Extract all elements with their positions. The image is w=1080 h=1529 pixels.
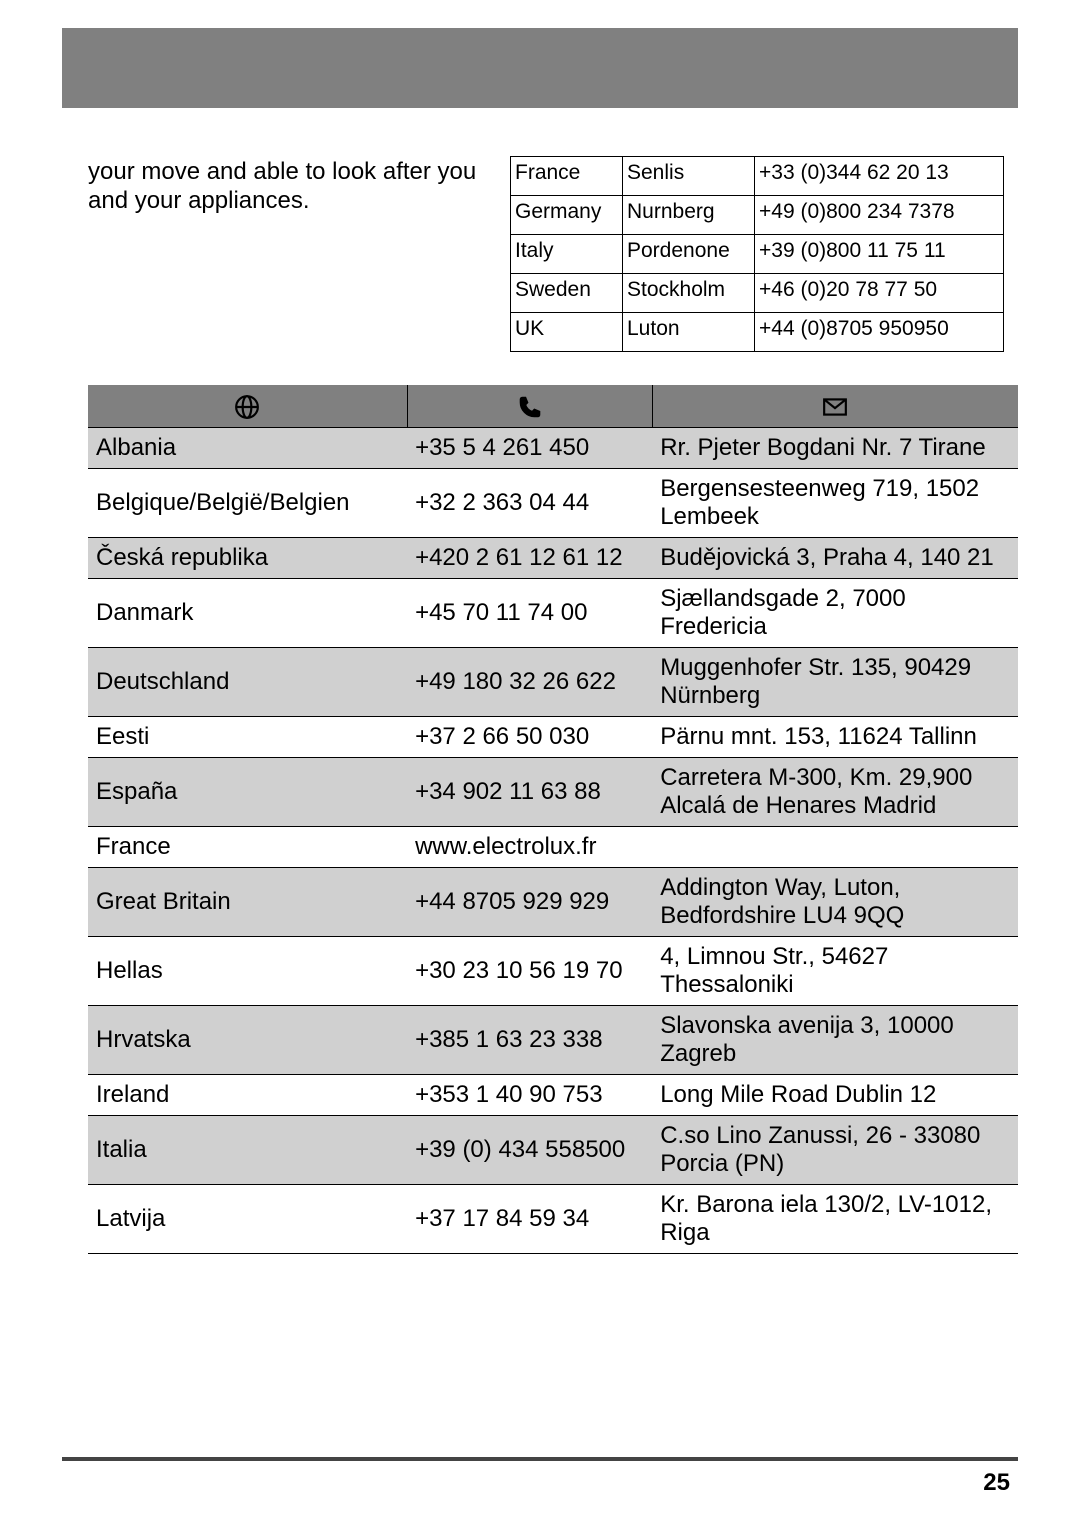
cell-address: Budějovická 3, Praha 4, 140 21 xyxy=(652,538,1018,579)
cell-phone: +33 (0)344 62 20 13 xyxy=(755,157,1004,196)
cell-phone: +44 8705 929 929 xyxy=(407,868,652,937)
cell-country: Česká republika xyxy=(88,538,407,579)
table-row: Hellas+30 23 10 56 19 704, Limnou Str., … xyxy=(88,937,1018,1006)
cell-country: Italia xyxy=(88,1116,407,1185)
cell-phone: +32 2 363 04 44 xyxy=(407,469,652,538)
cell-phone: +37 2 66 50 030 xyxy=(407,717,652,758)
table-row: Italia+39 (0) 434 558500C.so Lino Zanuss… xyxy=(88,1116,1018,1185)
table-row: GermanyNurnberg+49 (0)800 234 7378 xyxy=(511,196,1004,235)
cell-address: C.so Lino Zanussi, 26 - 33080 Porcia (PN… xyxy=(652,1116,1018,1185)
cell-phone: +385 1 63 23 338 xyxy=(407,1006,652,1075)
cell-country: Hellas xyxy=(88,937,407,1006)
cell-phone: +39 (0) 434 558500 xyxy=(407,1116,652,1185)
cell-phone: +49 180 32 26 622 xyxy=(407,648,652,717)
page-number: 25 xyxy=(983,1469,1010,1497)
footer-rule xyxy=(62,1457,1018,1461)
cell-phone: www.electrolux.fr xyxy=(407,827,1018,868)
table-row: Ireland+353 1 40 90 753Long Mile Road Du… xyxy=(88,1075,1018,1116)
manual-page: your move and able to look after you and… xyxy=(0,0,1080,1529)
cell-country: France xyxy=(88,827,407,868)
cell-address: Long Mile Road Dublin 12 xyxy=(652,1075,1018,1116)
country-directory-table: Albania+35 5 4 261 450Rr. Pjeter Bogdani… xyxy=(88,385,1018,1254)
cell-address: Addington Way, Luton, Bedfordshire LU4 9… xyxy=(652,868,1018,937)
cell-phone: +420 2 61 12 61 12 xyxy=(407,538,652,579)
table-row: Francewww.electrolux.fr xyxy=(88,827,1018,868)
cell-city: Pordenone xyxy=(623,235,755,274)
cell-phone: +30 23 10 56 19 70 xyxy=(407,937,652,1006)
header-country xyxy=(88,385,407,428)
cell-city: Stockholm xyxy=(623,274,755,313)
cell-country: Eesti xyxy=(88,717,407,758)
service-centers-table: FranceSenlis+33 (0)344 62 20 13GermanyNu… xyxy=(510,156,1004,352)
table-row: Latvija+37 17 84 59 34Kr. Barona iela 13… xyxy=(88,1185,1018,1254)
table-row: FranceSenlis+33 (0)344 62 20 13 xyxy=(511,157,1004,196)
table-row: España+34 902 11 63 88Carretera M-300, K… xyxy=(88,758,1018,827)
cell-address: Bergensesteenweg 719, 1502 Lembeek xyxy=(652,469,1018,538)
mail-icon xyxy=(822,394,848,420)
table-row: Albania+35 5 4 261 450Rr. Pjeter Bogdani… xyxy=(88,428,1018,469)
cell-phone: +35 5 4 261 450 xyxy=(407,428,652,469)
table-row: Danmark+45 70 11 74 00Sjællandsgade 2, 7… xyxy=(88,579,1018,648)
table-row: Hrvatska+385 1 63 23 338Slavonska avenij… xyxy=(88,1006,1018,1075)
cell-phone: +45 70 11 74 00 xyxy=(407,579,652,648)
cell-country: France xyxy=(511,157,623,196)
cell-address: Rr. Pjeter Bogdani Nr. 7 Tirane xyxy=(652,428,1018,469)
table-row: UKLuton+44 (0)8705 950950 xyxy=(511,313,1004,352)
phone-icon xyxy=(517,394,543,420)
header-phone xyxy=(407,385,652,428)
cell-phone: +44 (0)8705 950950 xyxy=(755,313,1004,352)
cell-country: Albania xyxy=(88,428,407,469)
cell-city: Nurnberg xyxy=(623,196,755,235)
cell-address: Muggenhofer Str. 135, 90429 Nürnberg xyxy=(652,648,1018,717)
cell-address: Carretera M-300, Km. 29,900 Alcalá de He… xyxy=(652,758,1018,827)
table-header-row xyxy=(88,385,1018,428)
cell-phone: +49 (0)800 234 7378 xyxy=(755,196,1004,235)
cell-country: Sweden xyxy=(511,274,623,313)
table-row: SwedenStockholm+46 (0)20 78 77 50 xyxy=(511,274,1004,313)
cell-country: España xyxy=(88,758,407,827)
cell-address: Slavonska avenija 3, 10000 Zagreb xyxy=(652,1006,1018,1075)
cell-country: Hrvatska xyxy=(88,1006,407,1075)
cell-phone: +39 (0)800 11 75 11 xyxy=(755,235,1004,274)
cell-country: Deutschland xyxy=(88,648,407,717)
cell-country: Italy xyxy=(511,235,623,274)
cell-country: UK xyxy=(511,313,623,352)
cell-country: Latvija xyxy=(88,1185,407,1254)
cell-address: Kr. Barona iela 130/2, LV-1012, Riga xyxy=(652,1185,1018,1254)
cell-country: Germany xyxy=(511,196,623,235)
cell-phone: +37 17 84 59 34 xyxy=(407,1185,652,1254)
cell-city: Luton xyxy=(623,313,755,352)
cell-country: Belgique/België/Belgien xyxy=(88,469,407,538)
table-row: Eesti+37 2 66 50 030Pärnu mnt. 153, 1162… xyxy=(88,717,1018,758)
globe-icon xyxy=(234,394,260,420)
header-mail xyxy=(652,385,1018,428)
cell-country: Great Britain xyxy=(88,868,407,937)
cell-address: Sjællandsgade 2, 7000 Fredericia xyxy=(652,579,1018,648)
table-row: Deutschland+49 180 32 26 622Muggenhofer … xyxy=(88,648,1018,717)
cell-phone: +46 (0)20 78 77 50 xyxy=(755,274,1004,313)
cell-country: Danmark xyxy=(88,579,407,648)
header-bar xyxy=(62,28,1018,108)
cell-address: 4, Limnou Str., 54627 Thessaloniki xyxy=(652,937,1018,1006)
table-row: Česká republika+420 2 61 12 61 12Budějov… xyxy=(88,538,1018,579)
cell-phone: +34 902 11 63 88 xyxy=(407,758,652,827)
table-row: ItalyPordenone+39 (0)800 11 75 11 xyxy=(511,235,1004,274)
table-row: Great Britain+44 8705 929 929Addington W… xyxy=(88,868,1018,937)
cell-city: Senlis xyxy=(623,157,755,196)
intro-text: your move and able to look after you and… xyxy=(88,158,488,216)
cell-address: Pärnu mnt. 153, 11624 Tallinn xyxy=(652,717,1018,758)
cell-phone: +353 1 40 90 753 xyxy=(407,1075,652,1116)
cell-country: Ireland xyxy=(88,1075,407,1116)
table-row: Belgique/België/Belgien+32 2 363 04 44Be… xyxy=(88,469,1018,538)
